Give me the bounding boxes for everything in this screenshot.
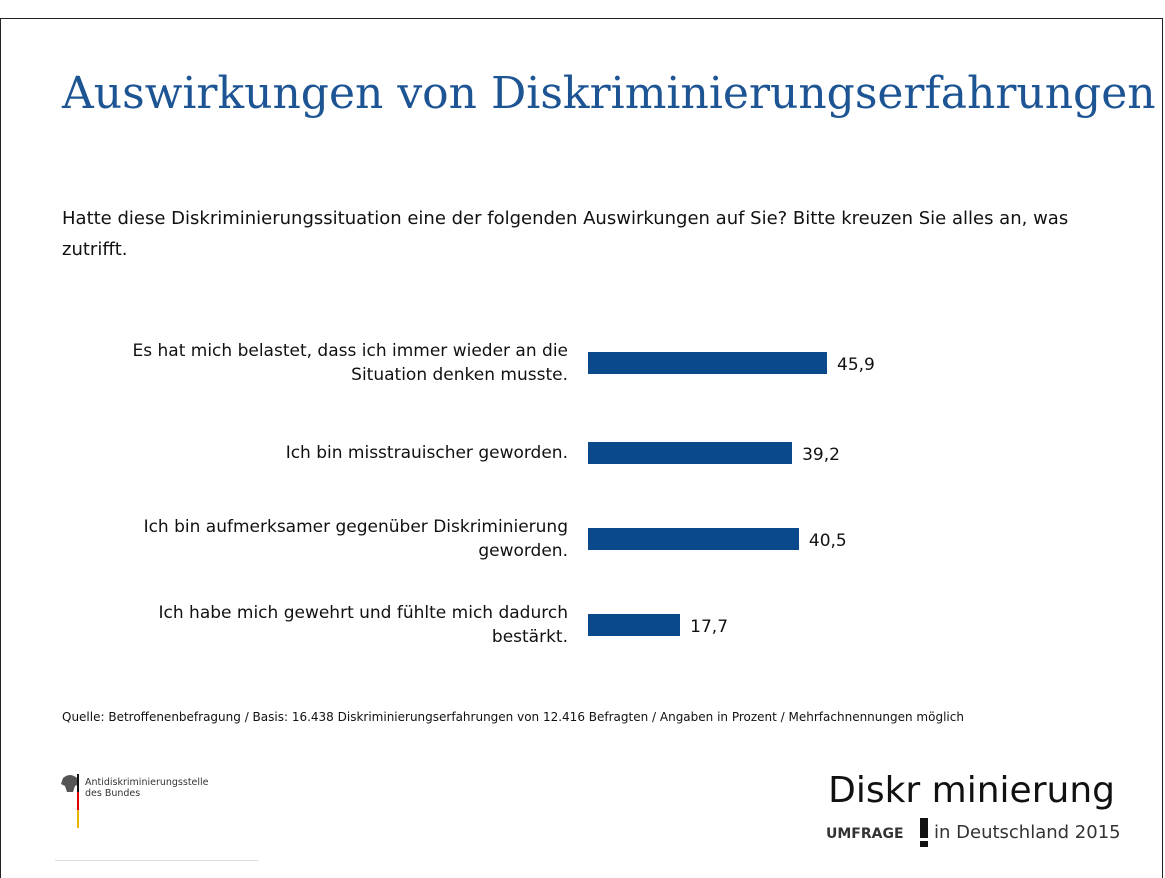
value-label: 40,5 — [808, 531, 847, 551]
bar — [588, 442, 793, 464]
question: Hatte diese Diskriminierungssituation ei… — [62, 208, 1069, 260]
logo-text: Antidiskriminierungsstelle des Bundes — [85, 777, 209, 799]
logo-sub: in Deutschland 2015 — [934, 822, 1121, 843]
frame — [0, 18, 1163, 878]
logo-line: des Bundes — [85, 788, 141, 799]
category-label: Ich habe mich gewehrt und fühlte mich da… — [158, 603, 569, 647]
logo-line: Antidiskriminierungsstelle — [85, 777, 209, 788]
category-label: Ich bin misstrauischer geworden. — [285, 443, 568, 463]
logo-right: Diskr minierung UMFRAGE in Deutschland 2… — [760, 770, 1121, 860]
bar — [588, 352, 827, 374]
logo-emblem — [61, 774, 79, 828]
category-label: Es hat mich belastet, dass ich immer wie… — [132, 341, 568, 385]
logo-tag: UMFRAGE — [826, 826, 904, 842]
value-label: 17,7 — [690, 617, 729, 637]
category-label: Ich bin aufmerksamer gegenüber Diskrimin… — [143, 517, 568, 561]
bar — [588, 614, 681, 636]
value-label: 45,9 — [837, 355, 875, 375]
exclamation — [920, 818, 928, 847]
title: Auswirkungen von Diskriminierungserfahru… — [62, 68, 1156, 119]
source: Quelle: Betroffenenbefragung / Basis: 16… — [62, 710, 964, 724]
logo-word: Diskr minierung — [828, 770, 1115, 811]
value-label: 39,2 — [802, 445, 840, 465]
logo-left: Antidiskriminierungsstelle des Bundes — [55, 760, 258, 861]
bar — [588, 528, 799, 550]
